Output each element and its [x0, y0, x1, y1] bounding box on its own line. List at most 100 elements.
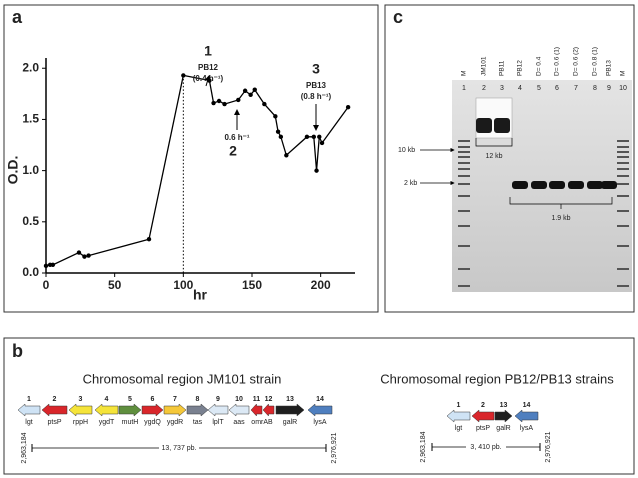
ladder-band	[458, 146, 470, 148]
size-marker: 10 kb	[398, 147, 415, 154]
data-point	[222, 101, 227, 107]
gene-label: lgt	[25, 419, 32, 426]
dna-band	[494, 118, 510, 133]
gene-label: ptsP	[476, 425, 490, 432]
scale-length: 13, 737 pb.	[161, 445, 196, 452]
ladder-band	[617, 285, 629, 287]
coordinate: 2,976,921	[545, 431, 552, 462]
gene-label: galR	[283, 419, 297, 426]
gene-number: 7	[173, 396, 177, 403]
lane-label: D= 0.6 (2)	[573, 47, 580, 76]
gene-number: 4	[105, 396, 109, 403]
y-tick-label: 0.5	[22, 214, 39, 228]
ladder-band	[458, 156, 470, 158]
scale-length: 3, 410 pb.	[470, 444, 501, 451]
dna-band	[476, 118, 492, 133]
ladder-band	[617, 140, 629, 142]
gene-label: rppH	[73, 419, 88, 426]
y-axis-label: O.D.	[5, 156, 21, 185]
gene-arrow	[186, 403, 209, 417]
data-point	[311, 134, 316, 140]
bracket	[475, 138, 513, 147]
data-point	[211, 100, 216, 106]
data-point	[146, 237, 152, 242]
data-point	[242, 88, 248, 93]
dna-band	[549, 181, 565, 189]
gene-label: mutH	[122, 419, 139, 426]
ladder-band	[458, 175, 470, 177]
lane-number: 9	[607, 85, 611, 92]
ladder-band	[458, 140, 470, 142]
gene-number: 14	[523, 402, 531, 409]
x-tick-label: 150	[242, 278, 262, 292]
ladder-band	[458, 245, 470, 247]
ladder-band	[617, 151, 629, 153]
lane-number: 2	[482, 85, 486, 92]
ladder-band	[458, 162, 470, 164]
annotation: 2	[229, 143, 237, 159]
gene-number: 10	[235, 396, 243, 403]
gene-arrow	[41, 403, 68, 417]
lane-label: PB11	[499, 60, 506, 76]
data-point	[181, 73, 186, 78]
lane-number: 5	[537, 85, 541, 92]
gene-label: aas	[233, 419, 245, 426]
annotation: 1	[204, 43, 212, 59]
data-point	[50, 262, 56, 268]
data-point	[236, 97, 241, 103]
coordinate: 2,963,184	[420, 431, 427, 462]
dna-band	[531, 181, 547, 189]
band-label: 12 kb	[485, 153, 502, 160]
gene-arrow	[207, 403, 229, 417]
ladder-band	[617, 225, 629, 227]
gene-label: lplT	[212, 419, 224, 426]
x-axis-label: hr	[193, 287, 208, 303]
lane-label: M	[620, 71, 627, 76]
data-point	[314, 168, 319, 173]
ladder-band	[617, 210, 629, 212]
ladder-band	[617, 146, 629, 148]
scale-label-bg	[159, 443, 199, 453]
gene-label: omrAB	[251, 419, 273, 426]
gene-label: galR	[496, 425, 510, 432]
ladder-band	[458, 168, 470, 170]
dna-band	[601, 181, 617, 189]
ladder-band	[458, 285, 470, 287]
gene-label: lysA	[520, 425, 534, 432]
y-tick-label: 0.0	[22, 265, 39, 279]
brace	[509, 197, 613, 209]
annotation: 3	[312, 61, 320, 77]
gene-arrow	[163, 403, 187, 417]
gene-number: 12	[265, 396, 273, 403]
panel-label: b	[12, 341, 23, 361]
gene-arrow	[118, 403, 142, 417]
gene-arrow	[471, 409, 495, 423]
dna-band	[587, 181, 603, 189]
ladder-band	[617, 245, 629, 247]
data-point	[43, 263, 49, 269]
lane-label: PB13	[606, 60, 613, 76]
gene-label: lgt	[455, 425, 462, 432]
annotation-arrow	[204, 75, 211, 87]
panel-a-frame	[3, 4, 379, 313]
data-line	[45, 74, 349, 267]
panel-b-frame	[3, 337, 635, 475]
x-tick-label: 100	[173, 278, 193, 292]
gene-label: ptsP	[47, 419, 61, 426]
y-tick-label: 1.5	[22, 112, 39, 126]
coordinate: 2,963,184	[21, 432, 28, 463]
lane-label: JM101	[481, 56, 488, 76]
gene-arrow	[68, 403, 93, 417]
gene-arrow	[307, 403, 333, 417]
data-point	[262, 101, 267, 107]
ladder-band	[458, 225, 470, 227]
data-point	[317, 134, 322, 140]
lane-number: 3	[500, 85, 504, 92]
gene-number: 6	[151, 396, 155, 403]
gene-arrow	[275, 403, 305, 417]
gene-label: lysA	[313, 419, 327, 426]
lane-number: 6	[555, 85, 559, 92]
ladder-band	[617, 195, 629, 197]
lane-number: 7	[574, 85, 578, 92]
data-point	[248, 92, 253, 98]
